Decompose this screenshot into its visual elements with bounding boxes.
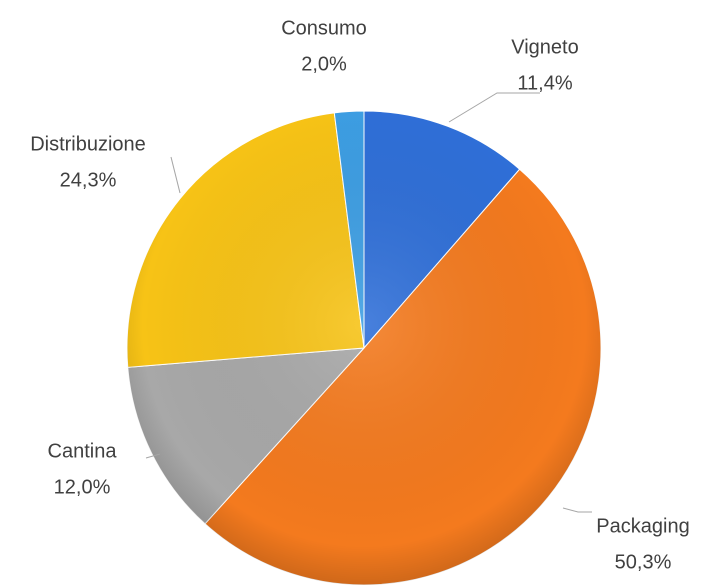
slice-label: Distribuzione xyxy=(30,133,146,155)
pie xyxy=(126,110,602,585)
slice-value-label: 50,3% xyxy=(615,551,672,573)
slice-label: Consumo xyxy=(281,17,367,39)
slice-label: Packaging xyxy=(596,515,689,537)
leader-line xyxy=(448,92,540,123)
slice-label: Cantina xyxy=(48,440,118,462)
slice-value-label: 12,0% xyxy=(54,476,111,498)
leader-line xyxy=(562,507,592,513)
slice-label: Vigneto xyxy=(511,36,578,58)
leader-line xyxy=(170,156,181,194)
labels: Vigneto 11,4% Packaging 50,3% Cantina 12,0% Di… xyxy=(30,17,690,573)
slice-value-label: 24,3% xyxy=(60,169,117,191)
pie-slice xyxy=(126,112,365,368)
slice-value-label: 2,0% xyxy=(301,53,347,75)
leader-line xyxy=(145,453,161,459)
slice-value-label: 11,4% xyxy=(517,72,572,94)
